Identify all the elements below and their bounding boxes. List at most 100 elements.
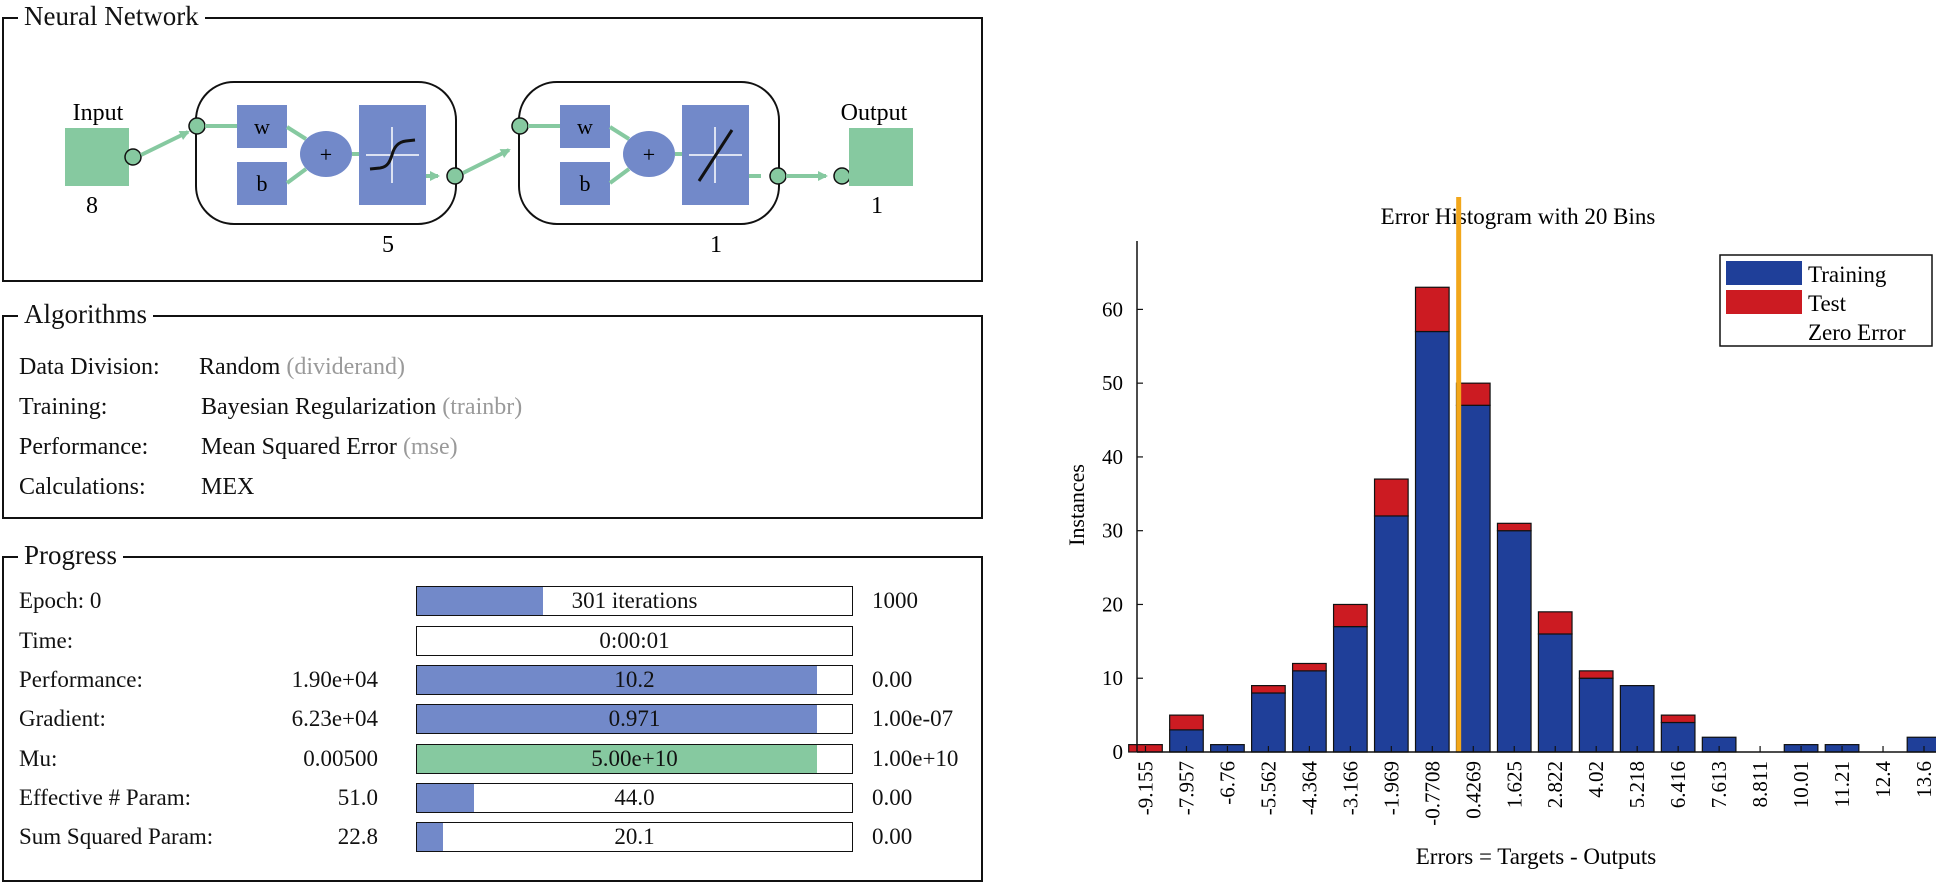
output-layer-box: [518, 81, 780, 225]
histogram-bar-test: [1660, 714, 1696, 724]
progress-start-value: 22.8: [337, 824, 378, 849]
x-tick-label: 5.218: [1625, 761, 1649, 808]
tansig-icon: [369, 138, 416, 171]
error-histogram-chart: Error Histogram with 20 Bins Instances E…: [1064, 197, 1936, 869]
output-label: Output: [841, 100, 908, 126]
algorithm-label: Calculations:: [19, 474, 146, 500]
output-sum-node: [623, 131, 675, 177]
histogram-bar-training: [1373, 515, 1409, 753]
progress-panel: Progress Epoch: 0 301 iterations 1000 Time:…: [2, 540, 985, 882]
progress-label: Sum Squared Param:: [19, 824, 214, 849]
x-tick-label: 13.6: [1912, 761, 1936, 798]
histogram-bar-test: [1251, 685, 1286, 694]
histogram-bar-test: [1291, 662, 1327, 672]
x-tick-label: 8.811: [1748, 761, 1772, 807]
progress-row: Mu: 0.00500 5.00e+10 1.00e+10: [4, 744, 985, 774]
histogram-bar-training: [1619, 685, 1655, 753]
progress-bar: 44.0: [416, 783, 853, 813]
y-tick-label: 40: [1102, 445, 1123, 469]
y-tick-label: 0: [1113, 740, 1124, 764]
legend-label-test: Test: [1808, 291, 1847, 316]
progress-start-value: 0.00500: [303, 746, 378, 771]
progress-label: Time:: [19, 628, 74, 653]
x-tick-label: -3.166: [1338, 761, 1362, 815]
progress-end-value: 1.00e-07: [872, 706, 954, 731]
algorithms-panel: Algorithms Data Division: Random (divide…: [2, 299, 983, 519]
progress-title: Progress: [18, 540, 123, 570]
x-tick-label: -9.155: [1133, 761, 1157, 815]
input-port: [124, 148, 142, 166]
progress-bar: 0.971: [416, 704, 853, 734]
histogram-bar-test: [1537, 611, 1573, 635]
progress-bar-value: 5.00e+10: [591, 746, 678, 771]
progress-bar-value: 0:00:01: [599, 628, 670, 653]
progress-label: Epoch: 0: [19, 588, 102, 613]
progress-end-value: 1000: [872, 588, 918, 613]
output-size: 1: [871, 193, 883, 219]
progress-start-value: 51.0: [337, 785, 378, 810]
x-tick-label: 2.822: [1543, 761, 1567, 808]
hidden-connector: [285, 125, 308, 141]
hidden-connector: [285, 167, 308, 185]
x-tick-label: -6.76: [1215, 761, 1239, 805]
chart-legend: Training Test Zero Error: [1719, 254, 1933, 347]
algorithms-title: Algorithms: [18, 299, 154, 329]
algorithm-label: Training:: [19, 394, 108, 420]
x-tick-label: 0.4269: [1461, 761, 1485, 819]
hidden-layer-box: [195, 81, 457, 225]
histogram-bar-test: [1332, 603, 1368, 628]
x-tick-label: -7.957: [1174, 761, 1198, 815]
legend-swatch-training: [1726, 261, 1802, 285]
progress-row: Epoch: 0 301 iterations 1000: [4, 586, 985, 616]
progress-start-value: 6.23e+04: [291, 706, 378, 731]
histogram-bar-training: [1332, 625, 1368, 753]
progress-bar-fill: [417, 666, 818, 694]
algorithm-value: Random: [199, 354, 281, 380]
output-connector: [608, 167, 631, 185]
input-label: Input: [73, 100, 124, 126]
y-axis-label: Instances: [1064, 464, 1089, 546]
progress-end-value: 0.00: [872, 824, 913, 849]
progress-label: Effective # Param:: [19, 785, 192, 810]
progress-row: Time: 0:00:01: [4, 626, 985, 656]
progress-bar: 0:00:01: [416, 626, 853, 656]
histogram-bar-training: [1578, 677, 1614, 753]
x-tick-label: -0.7708: [1420, 761, 1444, 826]
progress-start-value: 1.90e+04: [291, 667, 378, 692]
histogram-bar-test: [1373, 478, 1409, 517]
progress-label: Mu:: [19, 746, 58, 771]
histogram-bar-test: [1455, 382, 1491, 406]
progress-bar-fill: [417, 823, 444, 851]
progress-bar-fill: [417, 705, 818, 733]
progress-bar-value: 20.1: [614, 824, 655, 849]
network-diagram: Input 8 w b + 5 w b: [65, 81, 913, 258]
progress-bar: 5.00e+10: [416, 744, 853, 774]
hidden-layer-size: 5: [382, 232, 394, 258]
hidden-layer-in-port: [188, 117, 206, 135]
progress-bar-value: 10.2: [614, 667, 655, 692]
progress-bar-value: 44.0: [614, 785, 655, 810]
output-block-port: [833, 167, 851, 185]
hidden-weight-label: w: [254, 114, 270, 139]
progress-row: Effective # Param: 51.0 44.0 0.00: [4, 783, 985, 813]
histogram-bar-training: [1455, 404, 1491, 753]
output-bias-block: [560, 162, 610, 205]
histogram-bar-training: [1414, 330, 1450, 753]
neural-network-title: Neural Network: [18, 1, 205, 31]
x-tick-label: 4.02: [1584, 761, 1608, 798]
progress-bar-value: 0.971: [608, 706, 661, 731]
histogram-bar-training: [1906, 736, 1936, 753]
histogram-bar-test: [1578, 670, 1614, 679]
hidden-sum-label: +: [320, 142, 332, 167]
chart-title: Error Histogram with 20 Bins: [1381, 204, 1656, 229]
hidden-sum-node: [300, 131, 352, 177]
histogram-bar-training: [1537, 633, 1573, 753]
output-bias-label: b: [580, 171, 591, 196]
output-layer-in-port: [511, 117, 529, 135]
input-size: 8: [86, 193, 98, 219]
progress-bar-value: 301 iterations: [571, 588, 698, 613]
x-tick-label: -4.364: [1297, 761, 1321, 816]
y-tick-label: 20: [1102, 592, 1123, 616]
output-layer-size: 1: [710, 232, 722, 258]
algorithm-label: Data Division:: [19, 354, 160, 380]
